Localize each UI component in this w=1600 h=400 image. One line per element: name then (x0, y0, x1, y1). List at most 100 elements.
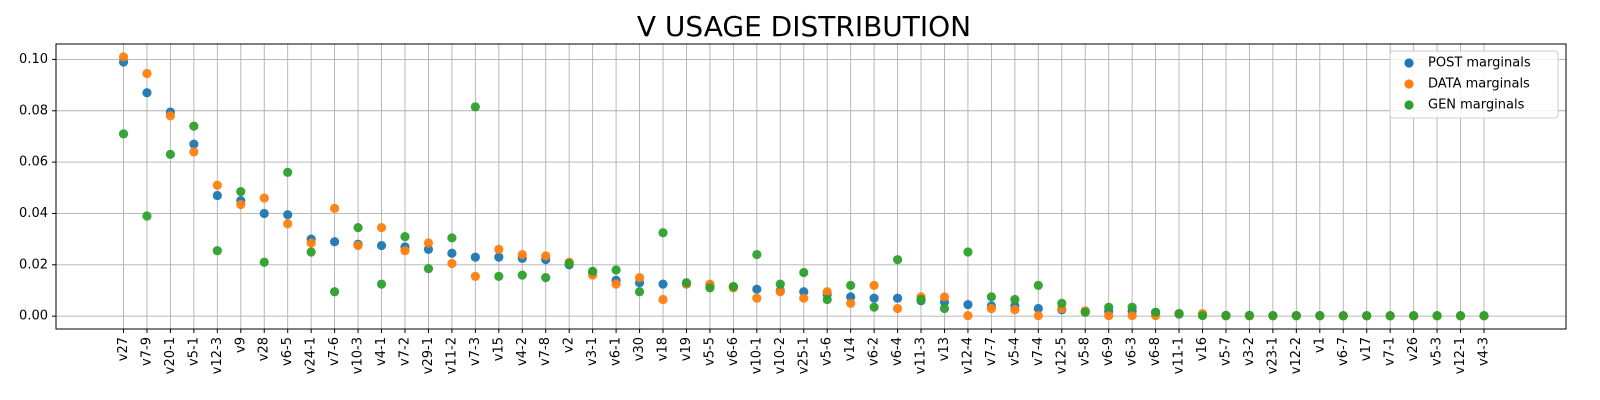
data-point (447, 248, 457, 258)
data-point (353, 240, 363, 251)
data-point (1291, 311, 1301, 321)
data-point (142, 211, 152, 221)
legend: POST marginals DATA marginals GEN marginal… (1389, 50, 1559, 119)
x-tick-label: v3-1 (585, 337, 600, 366)
x-tick-label: v26 (1406, 337, 1421, 361)
data-point (118, 129, 129, 139)
x-tick-label: v20-1 (163, 337, 178, 374)
x-tick-label: v24-1 (304, 337, 319, 374)
x-tick-label: v7-3 (468, 337, 483, 366)
data-point (189, 147, 199, 157)
data-point (1104, 311, 1114, 321)
x-tick-label: v6-8 (1148, 337, 1163, 366)
x-tick-label: v5-3 (1430, 337, 1445, 366)
x-tick-label: v6-2 (867, 337, 882, 366)
x-tick-label: v10-2 (773, 337, 788, 374)
x-tick-label: v4-2 (515, 337, 530, 366)
data-point (306, 247, 316, 257)
data-point (1104, 302, 1114, 312)
data-point (517, 249, 527, 260)
data-point (611, 279, 621, 289)
y-tick-label: 0.02 (19, 257, 48, 272)
data-point (752, 284, 762, 294)
data-point (212, 246, 222, 256)
data-point (681, 278, 692, 288)
data-point (799, 287, 809, 297)
x-tick-label: v30 (632, 337, 647, 361)
x-tick-label: v5-6 (820, 337, 835, 366)
data-point (165, 149, 176, 160)
data-point (658, 294, 668, 305)
data-point (963, 300, 973, 310)
data-point (752, 249, 762, 260)
data-point (1338, 311, 1348, 321)
x-tick-label: v11-1 (1172, 337, 1187, 374)
data-point (541, 273, 551, 283)
data-point (705, 283, 715, 293)
x-tick-label: v6-5 (280, 337, 295, 366)
data-point (939, 303, 950, 314)
data-point (1151, 307, 1161, 317)
data-point (376, 279, 387, 289)
x-tick-label: v15 (491, 337, 506, 361)
x-tick-label: v6-6 (726, 337, 741, 366)
x-tick-label: v4-3 (1477, 337, 1492, 366)
data-point (494, 252, 504, 262)
y-tick-label: 0.00 (19, 309, 48, 324)
x-tick-label: v7-4 (1031, 337, 1046, 366)
x-tick-label: v6-4 (890, 337, 905, 366)
chart-title: V USAGE DISTRIBUTION (637, 10, 971, 43)
data-point (447, 233, 457, 243)
data-point (1010, 294, 1020, 305)
x-tick-label: v18 (656, 337, 671, 361)
data-point (494, 244, 504, 255)
x-tick-label: v12-5 (1054, 337, 1069, 374)
data-point (634, 287, 645, 297)
data-point (728, 282, 738, 292)
x-tick-label: v6-7 (1336, 337, 1351, 366)
data-point (330, 203, 340, 213)
data-point (1385, 311, 1395, 321)
data-point (541, 251, 551, 261)
data-point (118, 52, 129, 62)
data-point (470, 102, 480, 112)
data-point (869, 293, 879, 303)
data-point (306, 238, 316, 248)
data-point (330, 287, 340, 297)
data-point (986, 303, 997, 314)
x-tick-label: v7-6 (327, 337, 342, 366)
legend-marker (1404, 100, 1414, 110)
data-point (494, 271, 504, 281)
legend-box (1389, 50, 1559, 119)
x-tick-label: v5-7 (1218, 337, 1233, 366)
data-point (259, 208, 269, 219)
data-point (1244, 311, 1255, 321)
data-point (1479, 311, 1489, 321)
data-point (212, 190, 222, 201)
data-point (447, 258, 457, 269)
data-point (634, 273, 645, 283)
data-point (1174, 308, 1184, 319)
data-point (236, 187, 246, 197)
data-point (846, 298, 856, 308)
grid-layer (56, 44, 1566, 329)
data-point (564, 258, 574, 269)
data-point (752, 293, 762, 303)
data-point (1127, 311, 1137, 321)
data-point (1033, 303, 1043, 314)
x-tick-label: v10-1 (749, 337, 764, 374)
data-point (423, 264, 434, 274)
x-tick-label: v27 (116, 337, 131, 361)
x-tick-label: v7-8 (538, 337, 553, 366)
x-tick-label: v17 (1359, 337, 1374, 361)
data-point (916, 294, 926, 305)
legend-label: DATA marginals (1428, 77, 1530, 92)
data-point (822, 287, 832, 297)
x-tick-label: v14 (843, 337, 858, 361)
data-point (986, 292, 997, 302)
x-tick-label: v1 (1312, 337, 1327, 353)
legend-label: GEN marginals (1428, 98, 1525, 113)
data-point (1409, 311, 1419, 321)
data-point (658, 228, 668, 238)
